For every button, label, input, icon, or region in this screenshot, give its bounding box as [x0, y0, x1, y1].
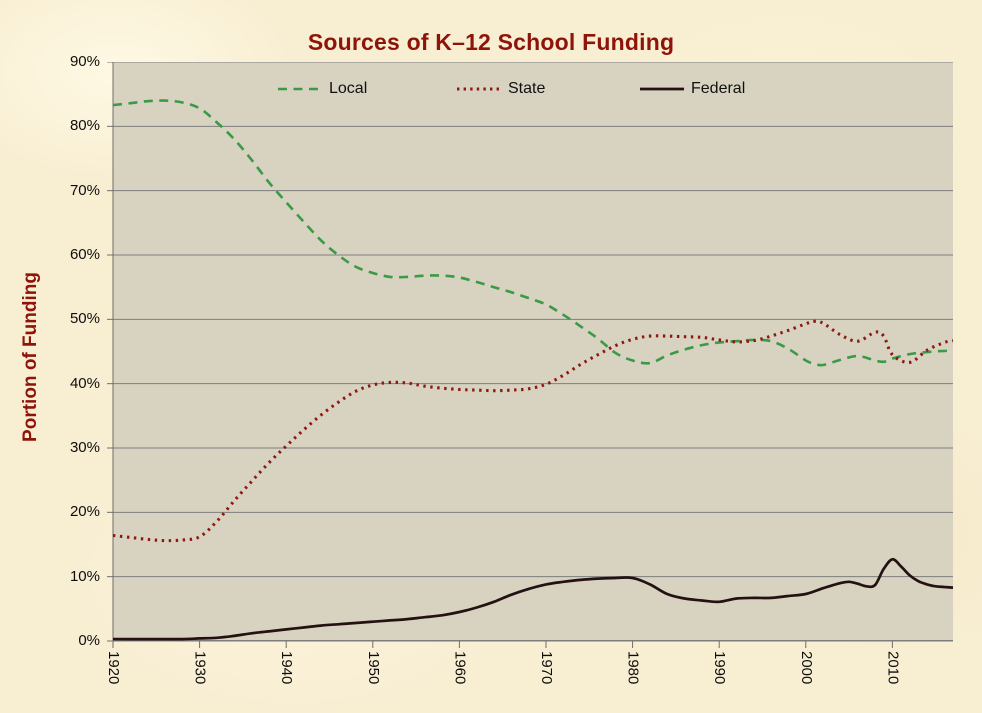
- plot-area: Local State Federal: [103, 62, 953, 650]
- y-tick-label: 20%: [69, 503, 100, 521]
- x-tick-label: 1980: [624, 651, 642, 685]
- y-tick-label: 60%: [69, 246, 100, 263]
- y-axis-title: Portion of Funding: [20, 272, 41, 442]
- y-tick-label: 10%: [69, 567, 100, 585]
- x-tick-label: 1930: [191, 651, 209, 685]
- y-tick-label: 50%: [69, 310, 100, 328]
- x-tick-label: 1920: [105, 651, 122, 685]
- y-tick-label: 90%: [69, 53, 100, 70]
- state-series-line: [113, 319, 953, 543]
- y-tick-label: 70%: [69, 181, 100, 199]
- y-tick-label: 30%: [69, 439, 100, 456]
- y-tick-label: 40%: [69, 374, 100, 392]
- y-tick-label: 80%: [69, 117, 100, 135]
- x-tick-label: 1950: [364, 651, 382, 685]
- federal-series-line: [113, 557, 953, 641]
- x-tick-label: 1940: [278, 651, 296, 685]
- x-tick-label: 1970: [537, 651, 555, 685]
- x-tick-label: 2000: [797, 651, 815, 685]
- y-tick-label: 0%: [78, 632, 100, 649]
- x-tick-label: 1960: [451, 651, 469, 685]
- plot-background: [113, 62, 953, 641]
- line-chart: [107, 62, 953, 648]
- chart-title: Sources of K–12 School Funding: [307, 29, 675, 56]
- local-series-line: [113, 99, 953, 367]
- x-tick-label: 2010: [884, 651, 902, 685]
- x-tick-label: 1990: [711, 651, 729, 685]
